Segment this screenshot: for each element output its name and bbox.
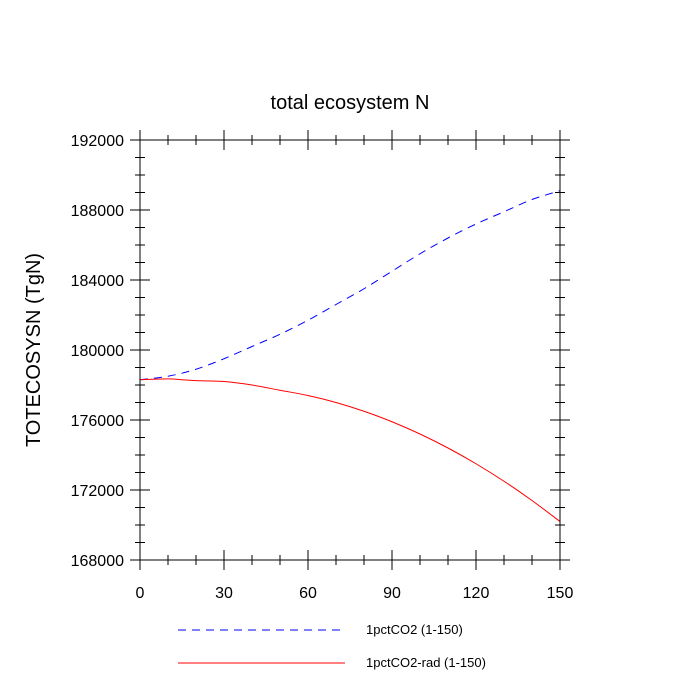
chart-title: total ecosystem N: [271, 92, 430, 114]
y-tick-label: 176000: [71, 413, 124, 430]
legend-label: 1pctCO2 (1-150): [366, 622, 463, 637]
plot-frame: [139, 139, 561, 561]
series-layer: [139, 190, 561, 522]
y-tick-label: 188000: [71, 203, 124, 220]
series-line-1pctco2-rad: [139, 378, 561, 522]
y-tick-label: 184000: [71, 273, 124, 290]
x-tick-label: 120: [463, 585, 490, 602]
minor-ticks: [135, 135, 565, 565]
x-tick-label: 30: [215, 585, 233, 602]
x-tick-label: 60: [299, 585, 317, 602]
y-tick-label: 168000: [71, 553, 124, 570]
y-tick-label: 180000: [71, 343, 124, 360]
x-tick-label: 90: [383, 585, 401, 602]
series-line-1pctco2: [139, 190, 561, 381]
y-axis-label: TOTECOSYSN (TgN): [23, 253, 45, 447]
legend-label: 1pctCO2-rad (1-150): [366, 655, 486, 670]
tick-labels: 0 30 60 90 120 150 168000 172000 176000 180000 184…: [71, 133, 574, 602]
y-tick-label: 172000: [71, 483, 124, 500]
x-tick-label: 0: [136, 585, 145, 602]
major-ticks: [130, 130, 570, 570]
y-tick-label: 192000: [71, 133, 124, 150]
legend: 1pctCO2 (1-150) 1pctCO2-rad (1-150): [178, 622, 486, 670]
x-tick-label: 150: [547, 585, 574, 602]
